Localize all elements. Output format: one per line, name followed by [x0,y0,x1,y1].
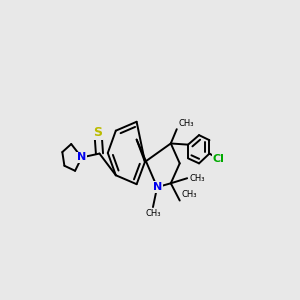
Text: N: N [77,152,86,162]
Text: S: S [94,126,103,139]
Text: CH₃: CH₃ [145,208,161,217]
Text: N: N [152,182,162,192]
Text: Cl: Cl [212,154,224,164]
Text: CH₃: CH₃ [190,174,205,183]
Text: CH₃: CH₃ [178,119,194,128]
Text: CH₃: CH₃ [181,190,197,199]
